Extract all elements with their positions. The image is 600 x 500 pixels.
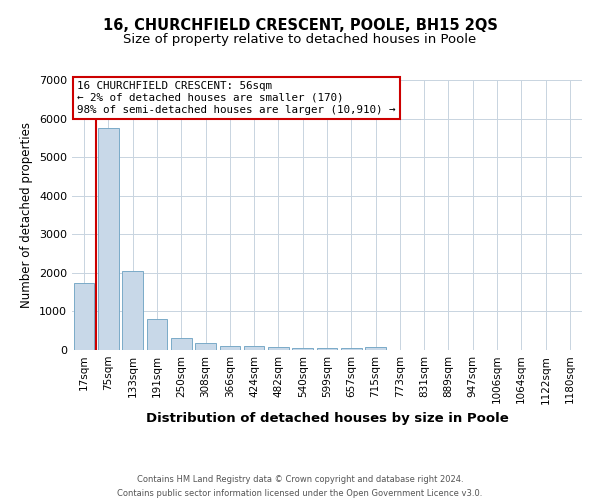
Bar [268,348,289,350]
X-axis label: Distribution of detached houses by size in Poole: Distribution of detached houses by size … [146,412,508,425]
Y-axis label: Number of detached properties: Number of detached properties [20,122,34,308]
Text: Contains HM Land Registry data © Crown copyright and database right 2024.
Contai: Contains HM Land Registry data © Crown c… [118,476,482,498]
Bar [171,338,191,350]
Bar [98,128,119,350]
Text: Size of property relative to detached houses in Poole: Size of property relative to detached ho… [124,32,476,46]
Bar [341,348,362,350]
Bar [244,346,265,350]
Bar [317,348,337,350]
Bar [74,282,94,350]
Text: 16, CHURCHFIELD CRESCENT, POOLE, BH15 2QS: 16, CHURCHFIELD CRESCENT, POOLE, BH15 2Q… [103,18,497,32]
Bar [365,346,386,350]
Bar [220,346,240,350]
Bar [292,348,313,350]
Bar [195,344,216,350]
Bar [122,271,143,350]
Text: 16 CHURCHFIELD CRESCENT: 56sqm
← 2% of detached houses are smaller (170)
98% of : 16 CHURCHFIELD CRESCENT: 56sqm ← 2% of d… [77,82,395,114]
Bar [146,319,167,350]
